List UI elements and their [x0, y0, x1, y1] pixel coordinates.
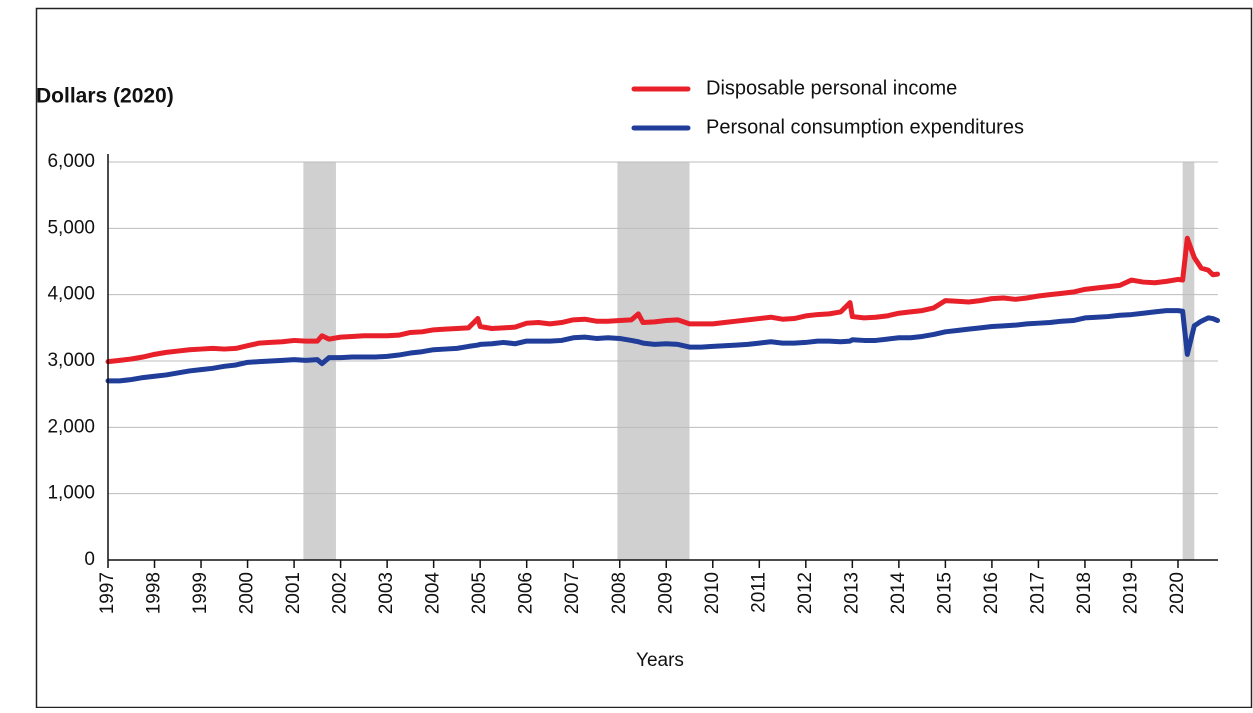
x-tick-label: 2018 — [1074, 572, 1095, 614]
axes: 0 1,000 2,000 3,000 4,000 5,000 6,000 1997 1998 1… — [47, 151, 1218, 614]
x-tick-label: 2016 — [981, 572, 1002, 614]
x-tick-label: 2019 — [1120, 572, 1141, 614]
x-tick-label: 2006 — [516, 572, 537, 614]
x-tick-label: 2007 — [562, 572, 583, 614]
x-tick-label: 2011 — [748, 572, 769, 613]
chart-title: Dollars (2020) — [36, 85, 174, 108]
x-tick-label: 2005 — [469, 572, 490, 614]
x-tick-label: 2009 — [655, 572, 676, 614]
y-tick-label: 6,000 — [47, 151, 95, 172]
series-line — [105, 308, 1221, 384]
legend: Disposable personal income Personal consu… — [631, 77, 1024, 138]
x-tick-label: 2013 — [841, 572, 862, 614]
x-axis-label: Years — [636, 650, 684, 671]
y-tick-label: 3,000 — [47, 350, 95, 371]
x-tick-label: 2003 — [376, 572, 397, 614]
y-tick-label: 1,000 — [47, 483, 95, 504]
x-tick-label: 2001 — [283, 572, 304, 614]
x-tick-label: 1997 — [97, 572, 118, 614]
series-line — [105, 235, 1221, 365]
x-tick-label: 2017 — [1027, 572, 1048, 614]
legend-label: Personal consumption expenditures — [706, 116, 1024, 138]
x-tick-label: 2008 — [609, 572, 630, 614]
y-tick-label: 5,000 — [47, 217, 95, 238]
x-tick-label: 2012 — [795, 572, 816, 614]
y-tick-label: 2,000 — [47, 416, 95, 437]
x-tick-label: 2000 — [237, 572, 258, 614]
x-tick-label: 2015 — [934, 572, 955, 614]
y-tick-label: 4,000 — [47, 284, 95, 305]
x-tick-label: 2010 — [702, 572, 723, 614]
x-tick-label: 1999 — [190, 572, 211, 614]
x-tick-label: 2002 — [330, 572, 351, 614]
legend-label: Disposable personal income — [706, 77, 957, 99]
lines — [105, 235, 1221, 384]
y-tick-label: 0 — [84, 549, 95, 570]
x-tick-label: 1998 — [144, 572, 165, 614]
x-tick-label: 2020 — [1167, 572, 1188, 614]
x-tick-label: 2004 — [423, 572, 444, 615]
x-tick-label: 2014 — [888, 572, 909, 615]
